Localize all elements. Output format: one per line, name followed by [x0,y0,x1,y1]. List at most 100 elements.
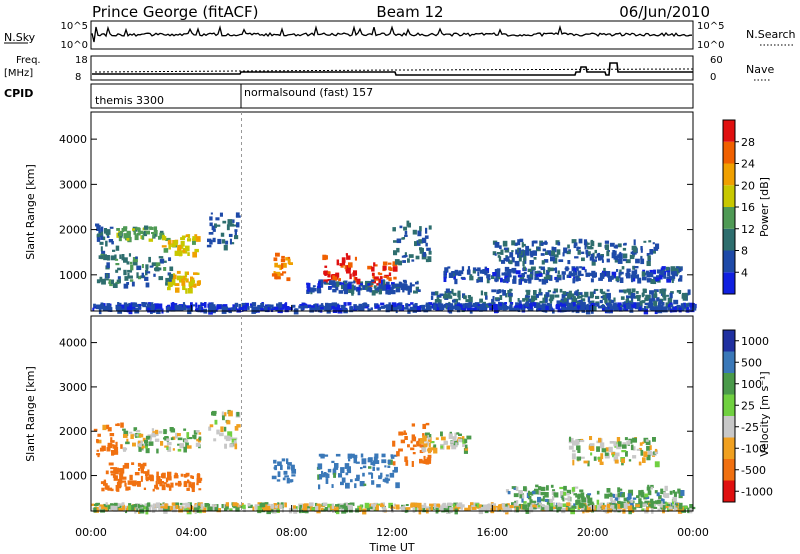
data-cell [522,243,526,247]
data-cell [430,441,435,444]
data-cell [583,460,589,464]
data-cell [188,282,192,287]
data-cell [624,437,628,441]
data-cell [528,298,532,303]
data-cell [135,429,141,433]
data-cell [156,476,161,482]
data-cell [519,276,525,281]
data-cell [110,488,114,492]
data-cell [374,290,378,294]
data-cell [277,471,281,478]
data-cell [646,454,651,461]
data-cell [645,496,650,500]
nsky-tick-low: 10^0 [61,40,88,51]
data-cell [287,462,292,466]
data-cell [664,493,670,499]
data-cell [419,450,424,454]
data-cell [655,277,660,282]
data-cell [603,267,606,272]
data-cell [553,502,556,506]
data-cell [622,253,628,259]
data-cell [423,308,429,313]
data-cell [197,272,200,276]
colorbar-segment [723,330,735,352]
data-cell [575,439,579,446]
data-cell [674,306,680,311]
data-cell [167,446,172,452]
data-cell [552,247,557,253]
data-cell [611,252,614,259]
data-cell [465,299,470,303]
data-cell [280,464,283,470]
data-cell [578,296,583,299]
data-cell [315,505,319,512]
data-cell [91,503,95,506]
data-cell [108,239,114,243]
data-cell [353,285,356,290]
data-cell [278,302,283,308]
data-cell [586,252,589,258]
data-cell [316,303,319,308]
data-cell [284,306,289,313]
data-cell [161,236,167,241]
data-cell [537,504,541,508]
data-cell [129,279,134,282]
data-cell [422,435,427,442]
data-cell [101,487,105,492]
data-cell [455,505,460,511]
data-cell [511,240,516,246]
data-cell [590,278,594,283]
data-cell [196,507,201,513]
data-cell [152,488,155,492]
data-cell [197,473,200,476]
data-cell [168,257,172,262]
data-cell [324,507,328,511]
data-cell [454,269,459,276]
data-cell [587,503,593,506]
data-cell [667,297,673,303]
colorbar-tick-label: 4 [741,266,748,279]
data-cell [662,274,667,278]
data-cell [120,422,124,428]
data-cell [145,474,148,480]
data-cell [298,507,302,514]
data-cell [614,459,619,464]
data-cell [384,479,389,483]
data-cell [392,227,396,232]
data-cell [106,230,110,236]
data-cell [221,239,226,244]
data-cell [119,472,124,475]
data-cell [346,268,351,274]
data-cell [149,226,154,230]
data-cell [173,475,179,479]
data-cell [563,247,568,254]
data-cell [402,283,405,289]
data-cell [617,254,621,259]
data-cell [163,482,167,485]
data-cell [658,302,662,306]
data-cell [521,497,524,503]
data-cell [568,304,573,308]
data-cell [224,412,227,417]
data-cell [239,307,245,310]
data-cell [287,466,291,470]
data-cell [577,249,581,255]
nsearch-tick-high: 10^5 [697,21,724,32]
data-cell [385,474,389,477]
data-cell [327,507,331,513]
data-cell [549,267,554,272]
data-cell [190,475,193,479]
data-cell [236,411,240,417]
data-cell [158,276,164,281]
power-colorbar-label: Power [dB] [758,177,771,237]
data-cell [504,503,508,509]
data-cell [390,287,394,292]
data-cell [557,308,562,313]
data-cell [364,302,368,306]
data-cell [484,268,490,274]
data-cell [114,258,119,261]
data-cell [678,504,683,510]
data-cell [540,253,545,256]
